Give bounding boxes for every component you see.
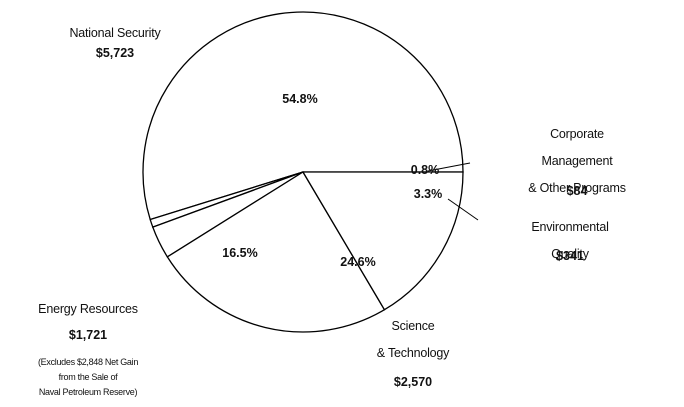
amount-label: $84 xyxy=(566,184,588,198)
amount-label: $341 xyxy=(556,249,584,263)
value-label: 16.5% xyxy=(222,246,258,260)
category-label: Corporate Management & Other Programs xyxy=(528,127,626,195)
pie-slice xyxy=(166,171,386,333)
pie-slice xyxy=(301,171,464,311)
amount-label: $1,721 xyxy=(68,328,108,342)
pie-slice xyxy=(142,11,464,221)
amount-label: $5,723 xyxy=(95,46,135,60)
annotation: (Excludes $2,848 Net Gain from the Sale … xyxy=(37,357,139,397)
category-label: Science & Technology xyxy=(376,319,450,360)
value-label: 3.3% xyxy=(413,187,443,201)
category-label: Environmental Quality xyxy=(531,220,609,261)
value-label: 0.8% xyxy=(410,163,440,177)
category-label: Energy Resources xyxy=(38,302,138,316)
leader-line xyxy=(447,198,479,221)
value-label: 24.6% xyxy=(340,255,376,269)
amount-label: $2,570 xyxy=(393,375,433,389)
value-label: 54.8% xyxy=(282,92,318,106)
leader-line xyxy=(427,162,471,172)
category-label: National Security xyxy=(69,26,161,40)
